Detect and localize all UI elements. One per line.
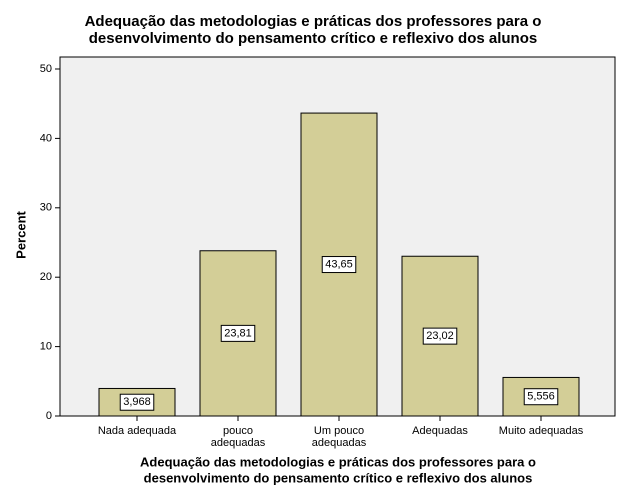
- y-tick-label: 40: [40, 132, 52, 144]
- chart-title: Adequação das metodologias e práticas do…: [85, 13, 542, 30]
- value-label-box: [220, 324, 256, 342]
- value-label: 43,65: [325, 258, 353, 270]
- x-tick-label: pouco adequadas: [211, 425, 266, 449]
- x-tick-label: Adequadas: [412, 425, 468, 437]
- y-tick-label: 10: [40, 341, 52, 353]
- value-label: 3,968: [123, 396, 151, 408]
- value-label: 5,556: [527, 391, 555, 403]
- y-tick-label: 50: [40, 63, 52, 75]
- x-tick-label: Muito adequadas: [499, 425, 584, 437]
- y-tick-label: 20: [40, 271, 52, 283]
- y-tick-label: 0: [46, 410, 52, 422]
- x-tick-label: Nada adequada: [98, 425, 177, 437]
- value-label-box: [119, 393, 155, 411]
- chart-title: desenvolvimento do pensamento crítico e …: [89, 30, 537, 47]
- value-label-box: [422, 327, 458, 345]
- y-axis-label: Percent: [13, 210, 28, 258]
- value-label: 23,81: [224, 327, 252, 339]
- value-label: 23,02: [426, 330, 454, 342]
- x-axis-label: Adequação das metodologias e práticas do…: [140, 454, 536, 469]
- value-label-box: [321, 256, 357, 274]
- bar: [401, 255, 479, 417]
- x-tick-label: Um pouco adequadas: [312, 425, 367, 449]
- value-label-box: [523, 388, 559, 406]
- y-tick-label: 30: [40, 202, 52, 214]
- x-axis-label: desenvolvimento do pensamento crítico e …: [144, 470, 533, 485]
